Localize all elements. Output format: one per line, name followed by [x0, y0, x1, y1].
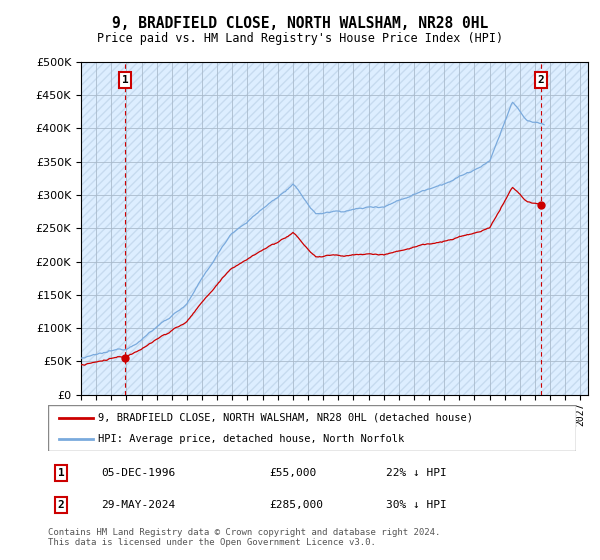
Text: £285,000: £285,000	[270, 500, 324, 510]
Text: 30% ↓ HPI: 30% ↓ HPI	[386, 500, 446, 510]
Text: 05-DEC-1996: 05-DEC-1996	[101, 468, 175, 478]
Text: 9, BRADFIELD CLOSE, NORTH WALSHAM, NR28 0HL (detached house): 9, BRADFIELD CLOSE, NORTH WALSHAM, NR28 …	[98, 413, 473, 423]
Text: HPI: Average price, detached house, North Norfolk: HPI: Average price, detached house, Nort…	[98, 435, 404, 444]
Text: 2: 2	[58, 500, 65, 510]
Text: 1: 1	[58, 468, 65, 478]
Text: 9, BRADFIELD CLOSE, NORTH WALSHAM, NR28 0HL: 9, BRADFIELD CLOSE, NORTH WALSHAM, NR28 …	[112, 16, 488, 31]
Text: 29-MAY-2024: 29-MAY-2024	[101, 500, 175, 510]
Text: Contains HM Land Registry data © Crown copyright and database right 2024.
This d: Contains HM Land Registry data © Crown c…	[48, 528, 440, 547]
Text: 22% ↓ HPI: 22% ↓ HPI	[386, 468, 446, 478]
Text: 1: 1	[122, 75, 128, 85]
Text: Price paid vs. HM Land Registry's House Price Index (HPI): Price paid vs. HM Land Registry's House …	[97, 32, 503, 45]
Text: 2: 2	[538, 75, 545, 85]
Text: £55,000: £55,000	[270, 468, 317, 478]
